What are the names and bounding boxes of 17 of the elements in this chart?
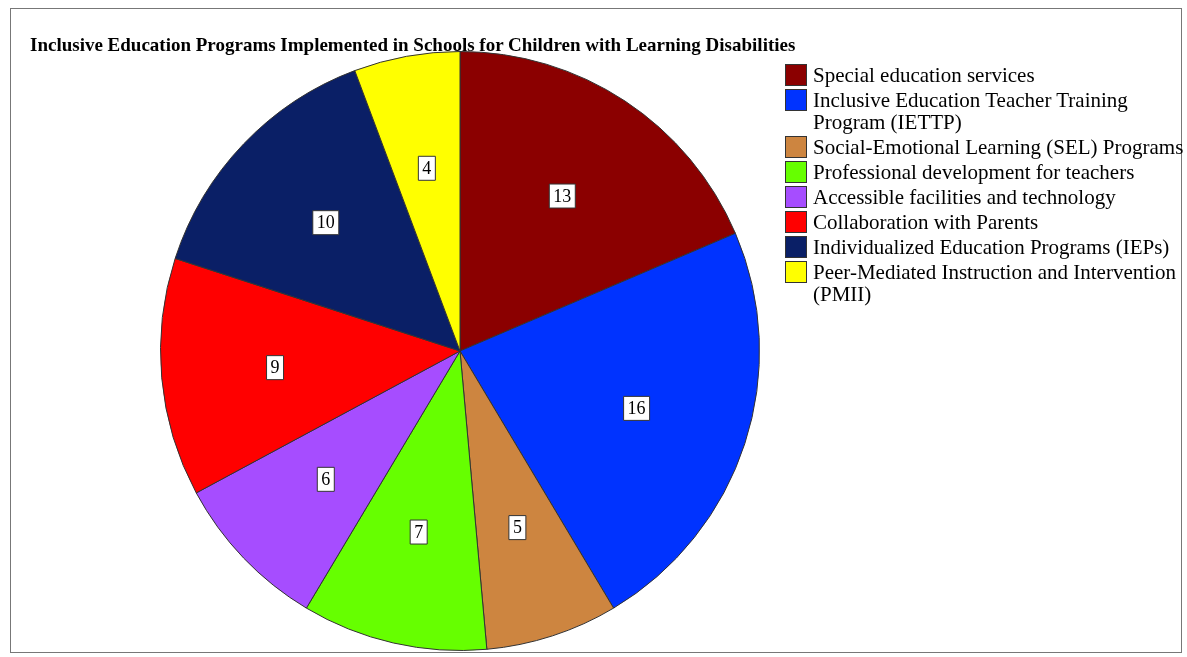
legend-label: Special education services bbox=[813, 63, 1035, 87]
data-label: 4 bbox=[422, 158, 432, 179]
data-label: 5 bbox=[512, 517, 522, 538]
data-label: 16 bbox=[627, 398, 646, 419]
data-label: 6 bbox=[321, 469, 331, 490]
data-label: 13 bbox=[553, 185, 572, 206]
legend-label: Accessible facilities and technology bbox=[813, 185, 1116, 209]
legend-label: Inclusive Education Teacher Training Program (IETTP) bbox=[813, 88, 1129, 134]
data-label: 9 bbox=[270, 357, 280, 378]
data-label: 10 bbox=[316, 212, 335, 233]
data-label: 7 bbox=[414, 521, 424, 542]
legend-label: Collaboration with Parents bbox=[813, 210, 1039, 234]
legend-label: Social-Emotional Learning (SEL) Programs bbox=[813, 135, 1184, 159]
chart-title: Inclusive Education Programs Implemented in Schools for Children with Learning Disabilities bbox=[30, 34, 796, 56]
legend-label: Individualized Education Programs (IEPs) bbox=[813, 235, 1170, 259]
legend-label: Peer-Mediated Instruction and Intervention (PMII) bbox=[813, 260, 1177, 306]
legend-label: Professional development for teachers bbox=[813, 160, 1135, 184]
